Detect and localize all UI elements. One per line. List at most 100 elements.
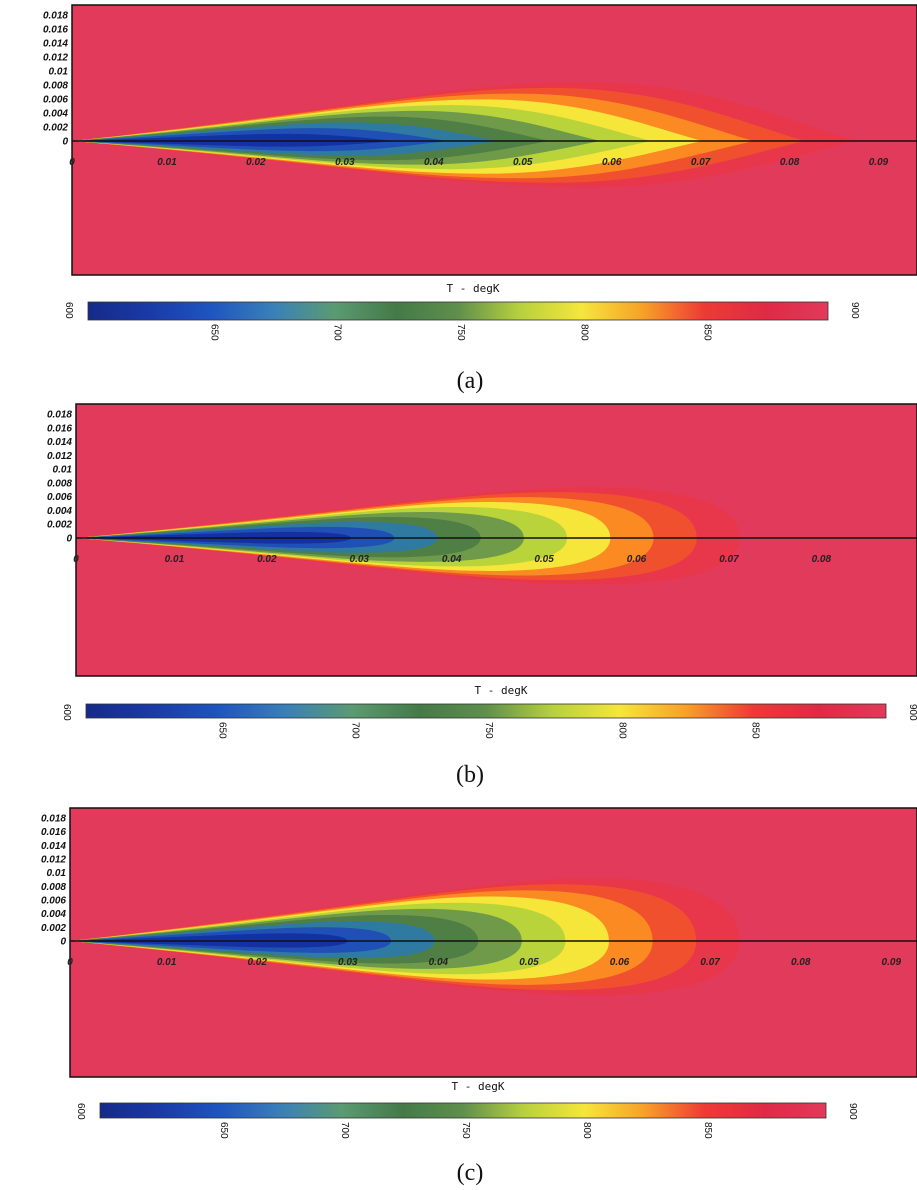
contour-band	[72, 133, 397, 147]
y-tick-label: 0.012	[41, 855, 66, 866]
colorbar-tick-label: 700	[332, 324, 343, 341]
x-tick-label: 0.08	[780, 157, 800, 168]
colorbar-tick-label: 850	[702, 1122, 713, 1139]
colorbar-tick-label: 700	[350, 722, 361, 739]
y-tick-label: 0.014	[43, 39, 68, 50]
x-tick-label: 0.05	[534, 554, 554, 565]
x-tick-label: 0.02	[246, 157, 266, 168]
x-tick-label: 0.07	[700, 957, 720, 968]
panel-a: 0.018 0.016 0.014 0.012 0.01 0.008 0.006 0.004 0…	[0, 0, 917, 398]
x-tick-label: 0.04	[442, 554, 462, 565]
x-tick-label: 0.01	[165, 554, 185, 565]
colorbar-tick-label: 900	[847, 1103, 858, 1120]
temperature-contour-panel-b: 0.018 0.016 0.014 0.012 0.01 0.008 0.006 0.004 0…	[47, 403, 917, 788]
colorbar-tick-label: 650	[218, 1122, 229, 1139]
colorbar	[87, 301, 829, 321]
colorbar-tick-label: 650	[216, 722, 227, 739]
y-tick-label: 0.016	[41, 827, 66, 838]
y-tick-label: 0.018	[43, 11, 68, 22]
x-tick-label: 0.08	[791, 957, 811, 968]
x-tick-label: 0	[73, 554, 79, 565]
y-tick-label: 0.008	[47, 478, 72, 489]
y-tick-label: 0.016	[47, 423, 72, 434]
x-tick-label: 0	[67, 957, 73, 968]
y-tick-label: 0.006	[41, 896, 66, 907]
y-tick-label: 0	[62, 137, 68, 148]
x-tick-label: 0.07	[691, 157, 711, 168]
colorbar-tick-label: 750	[483, 722, 494, 739]
colorbar-tick-label: 800	[581, 1122, 592, 1139]
x-tick-label: 0.01	[157, 157, 177, 168]
y-tick-label: 0.01	[53, 465, 73, 476]
y-tick-label: 0	[66, 534, 72, 545]
plot-frame	[69, 807, 917, 1078]
x-tick-label: 0.02	[247, 957, 267, 968]
panel-c: 0.018 0.016 0.014 0.012 0.01 0.008 0.006 0.004 0…	[0, 796, 917, 1190]
colorbar-tick-label: 750	[455, 324, 466, 341]
y-tick-label: 0.002	[43, 123, 68, 134]
y-tick-label: 0.016	[43, 25, 68, 36]
y-tick-label: 0.01	[49, 67, 69, 78]
y-tick-label: 0.006	[47, 492, 72, 503]
y-tick-label: 0.012	[43, 53, 68, 64]
temperature-contour-panel-c: 0.018 0.016 0.014 0.012 0.01 0.008 0.006 0.004 0…	[41, 807, 917, 1186]
y-tick-label: 0.002	[41, 923, 66, 934]
y-tick-label: 0.004	[43, 109, 68, 120]
contour-bands	[70, 871, 784, 1001]
colorbar-title: T - degK	[475, 684, 528, 697]
colorbar-tick-label: 800	[578, 324, 589, 341]
plot-frame	[75, 403, 917, 677]
colorbar-tick-label: 850	[750, 722, 761, 739]
y-tick-label: 0.018	[47, 410, 72, 421]
colorbar	[85, 703, 887, 719]
x-tick-label: 0.01	[157, 957, 177, 968]
x-tick-label: 0.09	[869, 157, 889, 168]
x-tick-label: 0	[69, 157, 75, 168]
x-tick-label: 0.05	[519, 957, 539, 968]
x-tick-label: 0.02	[257, 554, 277, 565]
panel-caption: (c)	[457, 1160, 484, 1186]
x-tick-label: 0.06	[602, 157, 622, 168]
x-tick-label: 0.08	[812, 554, 832, 565]
colorbar-tick-label: 900	[849, 302, 860, 319]
x-tick-label: 0.03	[338, 957, 358, 968]
colorbar-title: T - degK	[452, 1080, 505, 1093]
y-tick-label: 0.008	[41, 882, 66, 893]
y-tick-label: 0.004	[47, 506, 72, 517]
x-tick-label: 0.03	[335, 157, 355, 168]
y-tick-label: 0.014	[41, 841, 66, 852]
x-tick-label: 0.06	[627, 554, 647, 565]
colorbar-tick-label: 800	[616, 722, 627, 739]
colorbar-tick-label: 650	[208, 324, 219, 341]
plot-frame	[71, 4, 917, 276]
contour-bands	[72, 76, 907, 192]
colorbar-tick-label: 700	[339, 1122, 350, 1139]
colorbar-tick-label: 850	[702, 324, 713, 341]
y-tick-label: 0.006	[43, 95, 68, 106]
y-tick-label: 0.01	[47, 868, 67, 879]
y-tick-label: 0	[60, 937, 66, 948]
x-tick-label: 0.04	[429, 957, 449, 968]
y-tick-label: 0.004	[41, 909, 66, 920]
panel-b: 0.018 0.016 0.014 0.012 0.01 0.008 0.006 0.004 0…	[0, 398, 917, 796]
temperature-contour-panel-a: 0.018 0.016 0.014 0.012 0.01 0.008 0.006 0.004 0…	[43, 4, 917, 394]
colorbar-tick-label: 900	[907, 704, 917, 721]
contour-bands	[76, 482, 784, 590]
colorbar-tick-label: 600	[61, 704, 72, 721]
y-tick-label: 0.002	[47, 520, 72, 531]
colorbar-title: T - degK	[447, 282, 500, 295]
x-tick-label: 0.05	[513, 157, 533, 168]
y-tick-label: 0.018	[41, 814, 66, 825]
colorbar-tick-label: 600	[63, 302, 74, 319]
panel-caption: (b)	[456, 762, 484, 788]
x-tick-label: 0.09	[882, 957, 902, 968]
x-tick-label: 0.04	[424, 157, 444, 168]
x-tick-label: 0.06	[610, 957, 630, 968]
x-tick-label: 0.03	[350, 554, 370, 565]
y-tick-label: 0.014	[47, 437, 72, 448]
colorbar-tick-label: 600	[75, 1103, 86, 1120]
x-tick-label: 0.07	[719, 554, 739, 565]
panel-caption: (a)	[457, 368, 484, 394]
y-tick-label: 0.008	[43, 81, 68, 92]
colorbar	[99, 1102, 827, 1119]
